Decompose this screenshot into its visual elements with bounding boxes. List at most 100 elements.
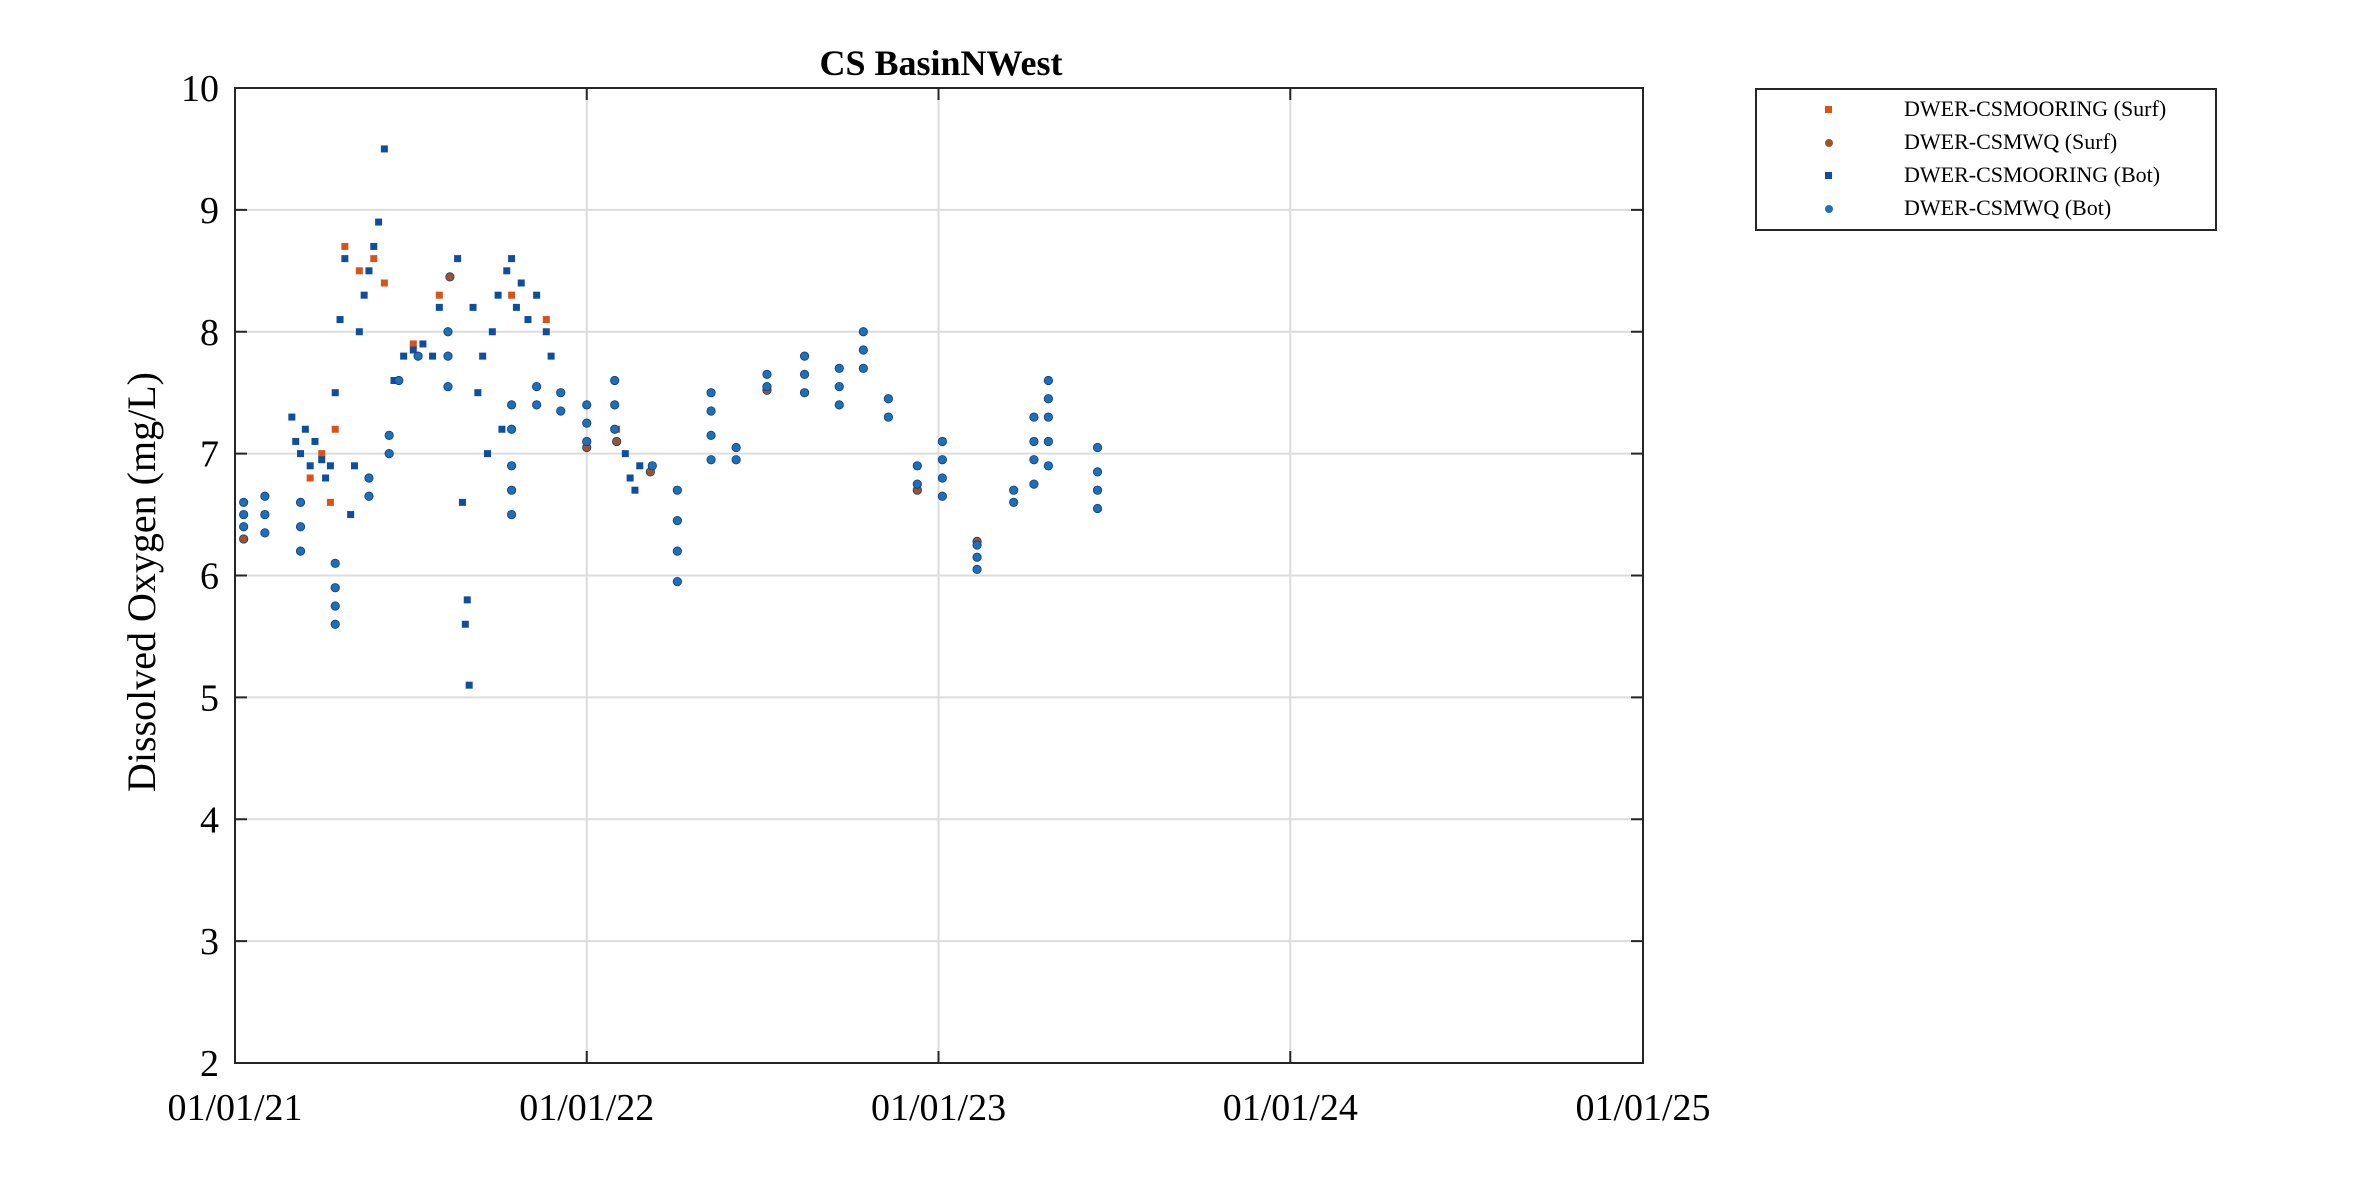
data-point bbox=[582, 400, 592, 410]
data-point bbox=[360, 291, 368, 299]
data-point bbox=[239, 534, 249, 544]
data-point bbox=[330, 619, 340, 629]
data-point bbox=[260, 491, 270, 501]
data-point bbox=[672, 516, 682, 526]
data-point bbox=[336, 316, 344, 324]
legend-marker-circle-icon bbox=[1825, 139, 1833, 147]
data-point bbox=[706, 388, 716, 398]
data-point bbox=[331, 389, 339, 397]
data-point bbox=[972, 552, 982, 562]
data-point bbox=[858, 327, 868, 337]
chart-title: CS BasinNWest bbox=[819, 43, 1062, 83]
y-axis-label: Dissolved Oxygen (mg/L) bbox=[119, 372, 164, 792]
data-point bbox=[858, 345, 868, 355]
data-point bbox=[498, 425, 506, 433]
data-point bbox=[364, 473, 374, 483]
data-point bbox=[364, 491, 374, 501]
data-point bbox=[341, 255, 349, 263]
x-tick-label: 01/01/21 bbox=[167, 1087, 302, 1129]
data-point bbox=[612, 436, 622, 447]
x-tick-label: 01/01/22 bbox=[519, 1087, 654, 1129]
data-point bbox=[409, 340, 417, 348]
data-point bbox=[610, 375, 620, 386]
legend-label: DWER-CSMWQ (Bot) bbox=[1904, 195, 2112, 220]
data-point bbox=[292, 437, 300, 445]
y-tick-label: 10 bbox=[181, 68, 219, 110]
data-point bbox=[512, 303, 520, 311]
data-point bbox=[542, 316, 550, 324]
data-point bbox=[883, 412, 894, 422]
data-point bbox=[445, 272, 455, 282]
data-point bbox=[454, 255, 462, 263]
data-point bbox=[524, 316, 532, 324]
data-point bbox=[631, 486, 639, 494]
data-point bbox=[301, 425, 309, 433]
data-point bbox=[1092, 485, 1103, 495]
legend-marker-square-icon bbox=[1825, 106, 1832, 113]
data-point bbox=[1043, 436, 1053, 447]
data-point bbox=[972, 540, 982, 550]
data-point bbox=[799, 351, 810, 361]
data-point bbox=[260, 528, 270, 538]
data-point bbox=[297, 450, 305, 458]
data-point bbox=[295, 497, 306, 507]
data-point bbox=[937, 436, 947, 447]
data-point bbox=[1092, 442, 1103, 453]
data-point bbox=[435, 303, 443, 311]
data-point bbox=[883, 394, 894, 404]
legend-item-mwq-bot: DWER-CSMWQ (Bot) bbox=[1757, 193, 2215, 226]
data-point bbox=[380, 279, 388, 287]
data-point bbox=[858, 363, 868, 373]
y-tick-label: 8 bbox=[200, 312, 219, 354]
data-point bbox=[380, 145, 388, 153]
data-point bbox=[394, 375, 404, 386]
data-point bbox=[409, 346, 417, 354]
data-point bbox=[479, 352, 487, 360]
data-point bbox=[626, 474, 634, 482]
data-point bbox=[912, 479, 922, 489]
data-point bbox=[1043, 394, 1053, 404]
data-point bbox=[610, 400, 620, 410]
data-point bbox=[483, 450, 491, 458]
data-point bbox=[295, 522, 306, 532]
data-point bbox=[295, 546, 306, 556]
legend-label: DWER-CSMOORING (Bot) bbox=[1904, 162, 2161, 187]
data-point bbox=[318, 450, 326, 458]
data-point bbox=[610, 424, 620, 434]
data-point bbox=[506, 461, 517, 471]
legend-marker-square-icon bbox=[1825, 172, 1832, 179]
data-point bbox=[465, 681, 473, 689]
data-point bbox=[1092, 503, 1103, 514]
data-point bbox=[834, 381, 844, 392]
data-point bbox=[355, 267, 363, 275]
data-point bbox=[731, 455, 741, 465]
data-point bbox=[488, 328, 496, 336]
data-point bbox=[972, 564, 982, 575]
data-point bbox=[318, 456, 326, 464]
legend-label: DWER-CSMOORING (Surf) bbox=[1904, 96, 2167, 121]
data-point bbox=[306, 474, 314, 482]
data-point bbox=[1029, 479, 1039, 489]
data-point bbox=[834, 363, 844, 373]
data-point bbox=[390, 377, 398, 384]
grid-lines bbox=[235, 88, 1643, 1063]
data-point bbox=[474, 389, 482, 397]
data-point bbox=[1029, 436, 1039, 447]
data-point bbox=[1009, 485, 1019, 495]
data-point bbox=[347, 511, 355, 519]
data-point bbox=[1043, 375, 1053, 386]
data-point bbox=[463, 596, 471, 604]
data-point bbox=[494, 291, 502, 299]
data-point bbox=[706, 406, 716, 416]
data-point bbox=[556, 388, 566, 398]
data-point bbox=[1029, 412, 1039, 422]
data-point bbox=[799, 388, 810, 398]
data-point bbox=[636, 462, 644, 470]
data-point bbox=[341, 242, 349, 250]
data-point bbox=[370, 242, 378, 250]
data-point bbox=[647, 461, 657, 471]
legend: DWER-CSMOORING (Surf) DWER-CSMWQ (Surf) … bbox=[1755, 88, 2217, 231]
data-point bbox=[400, 352, 408, 360]
